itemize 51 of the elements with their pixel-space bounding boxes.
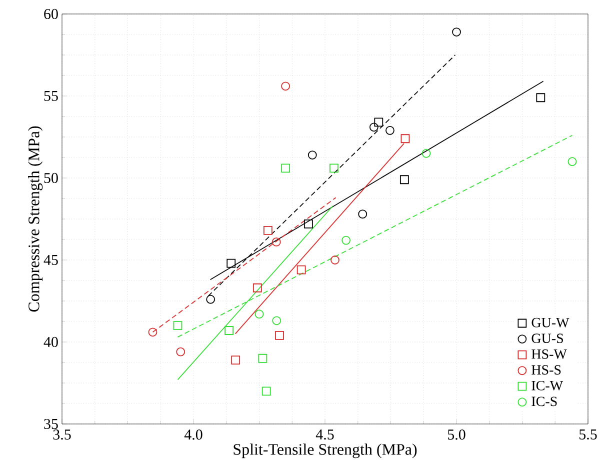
point [224, 326, 234, 335]
point [272, 238, 281, 246]
point [281, 164, 290, 173]
point [329, 164, 338, 173]
y-tick-label: 60 [44, 8, 58, 20]
y-tick-label: 55 [44, 91, 58, 101]
point [536, 93, 546, 102]
x-tick-label: 3.5 [53, 430, 71, 440]
legend-label: HS-W [532, 349, 567, 359]
x-tick-label: 5.0 [448, 430, 466, 440]
x-tick-label: 4.0 [184, 430, 202, 440]
point [342, 236, 350, 245]
x-tick-label: 5.5 [580, 430, 597, 440]
point [308, 150, 317, 160]
point [272, 316, 282, 326]
point [330, 256, 340, 264]
point [206, 294, 216, 304]
point [275, 330, 284, 340]
point [262, 386, 271, 396]
y-tick-label: 50 [44, 172, 58, 184]
legend-label: GU-W [532, 318, 570, 328]
point [422, 148, 431, 158]
point [173, 321, 182, 330]
point [258, 354, 268, 363]
legend-label: GU-S [532, 334, 563, 344]
point [176, 347, 186, 356]
point [452, 28, 461, 36]
legend-label: IC-S [532, 396, 557, 406]
y-axis-title: Compressive Strength (MPa) [28, 126, 43, 312]
legend-label: HS-S [532, 365, 561, 375]
y-tick-label: 40 [44, 336, 58, 348]
point [386, 126, 394, 135]
point [374, 118, 384, 127]
point [263, 226, 272, 235]
legend-label: IC-W [532, 380, 564, 390]
point [369, 122, 378, 132]
y-tick-label: 45 [44, 254, 58, 265]
point [281, 82, 290, 91]
x-axis-title: Split-Tensile Strength (MPa) [234, 444, 417, 458]
point [568, 157, 577, 166]
point [254, 310, 264, 319]
point [296, 265, 306, 274]
point [358, 210, 368, 219]
point [231, 356, 240, 364]
point [148, 328, 158, 337]
x-tick-label: 4.5 [316, 430, 334, 440]
point [304, 219, 313, 228]
point [400, 175, 409, 184]
point [252, 283, 262, 292]
y-tick-label: 35 [44, 418, 58, 430]
point [226, 258, 236, 268]
